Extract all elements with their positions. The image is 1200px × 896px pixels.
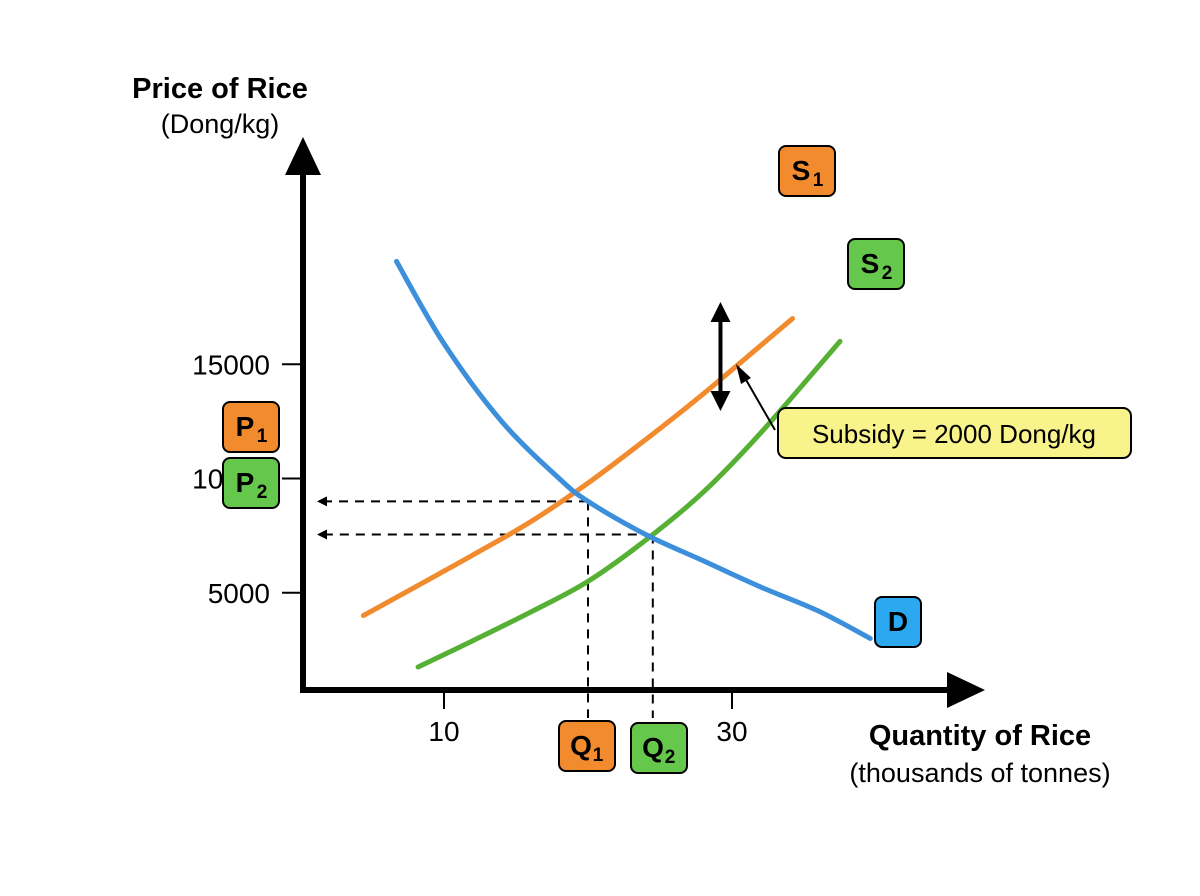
- y-axis-title: Price of Rice: [132, 73, 308, 105]
- label-p2-subscript: 2: [257, 482, 268, 503]
- label-p1-subscript: 1: [257, 426, 268, 447]
- label-p1-text: P: [236, 411, 255, 442]
- x-axis-title: Quantity of Rice: [869, 720, 1091, 752]
- curve-d: [393, 258, 873, 641]
- label-s1-text: S: [792, 155, 811, 186]
- label-d: D: [874, 596, 922, 648]
- x-axis-unit: (thousands of tonnes): [849, 758, 1110, 788]
- subsidy-callout-box: [777, 407, 1132, 459]
- label-q2-text: Q: [642, 732, 664, 763]
- label-s1-box: [778, 145, 836, 197]
- y-tick-label-0: 15000: [192, 349, 270, 380]
- labels: S 1S 2DP 1P 2Q 1 Q 2: [222, 145, 922, 774]
- label-p1-box: [222, 401, 280, 453]
- callout-pointer-head: [736, 364, 751, 384]
- subsidy-callout-text: Subsidy = 2000 Dong/kg: [812, 419, 1096, 449]
- subsidy-annotation: Subsidy = 2000 Dong/kg: [710, 302, 1132, 459]
- label-s2-box: [847, 238, 905, 290]
- callout-pointer: [744, 377, 776, 431]
- curves: [360, 258, 873, 670]
- y-axis-unit: (Dong/kg): [161, 109, 280, 139]
- label-q1-subscript: 1: [593, 745, 604, 766]
- label-p2-box: [222, 457, 280, 509]
- label-q1-box: [558, 720, 616, 772]
- label-d-box: [874, 596, 922, 648]
- label-q2-subscript: 2: [665, 747, 676, 768]
- subsidy-arrow-up: [710, 302, 731, 322]
- y-axis-arrow: [285, 137, 321, 175]
- label-q2-box: [630, 722, 688, 774]
- x-tick-label-0: 10: [428, 716, 459, 747]
- x-tick-label-1: 30: [716, 716, 747, 747]
- label-s1-subscript: 1: [813, 170, 824, 191]
- subsidy-arrow-down: [710, 391, 731, 411]
- x-axis-arrow: [947, 672, 985, 708]
- curve-s2: [415, 338, 843, 670]
- label-d-text: D: [888, 606, 908, 637]
- label-p2-text: P: [236, 467, 255, 498]
- y-tick-label-2: 5000: [208, 578, 270, 609]
- label-s2-subscript: 2: [882, 263, 893, 284]
- curve-s1: [360, 316, 795, 619]
- guide-lines: [317, 496, 654, 718]
- label-s2-text: S: [861, 248, 880, 279]
- label-q1-text: Q: [570, 730, 592, 761]
